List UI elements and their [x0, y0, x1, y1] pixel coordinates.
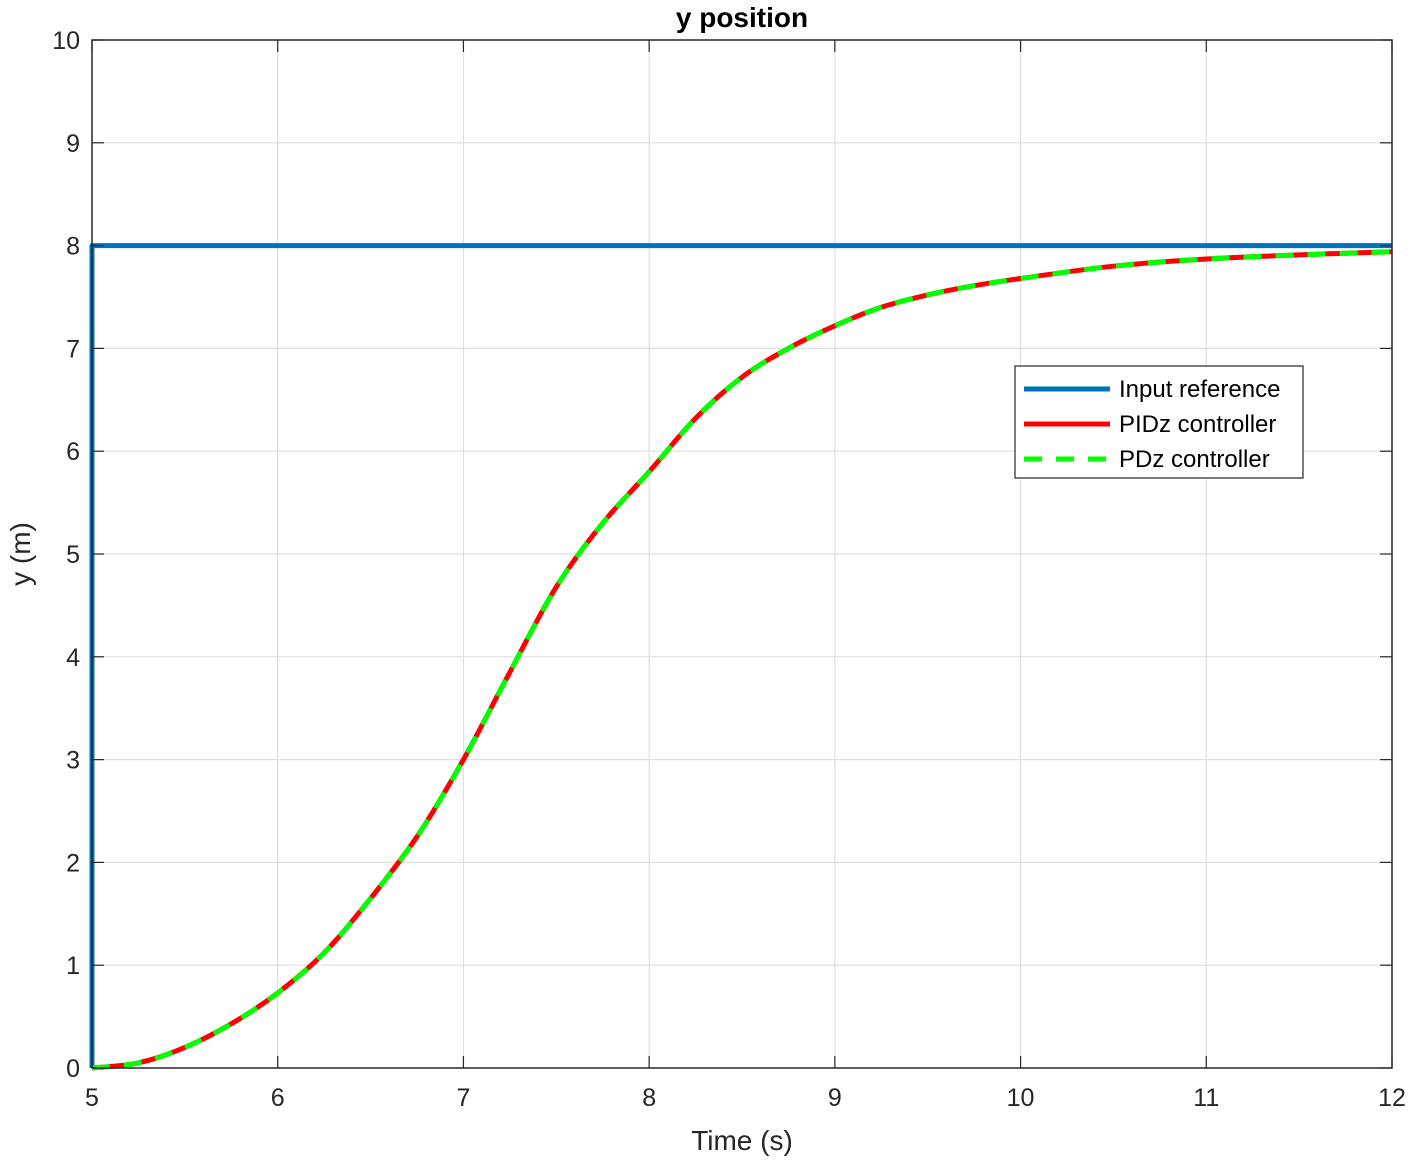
x-tick-label: 12: [1378, 1084, 1406, 1112]
y-axis-label: y (m): [5, 522, 36, 586]
legend: Input reference PIDz controller PDz contro…: [1014, 365, 1304, 479]
y-tick-label: 3: [66, 747, 80, 775]
y-tick-label: 1: [66, 952, 80, 980]
y-tick-label: 6: [66, 438, 80, 466]
legend-label: PIDz controller: [1119, 411, 1276, 438]
x-tick-label: 5: [85, 1084, 99, 1112]
y-tick-label: 4: [66, 644, 80, 672]
y-tick-label: 10: [52, 27, 80, 55]
x-tick-label: 9: [828, 1084, 842, 1112]
x-tick-label: 8: [642, 1084, 656, 1112]
x-axis-label: Time (s): [691, 1125, 793, 1156]
ticks: [91, 39, 1393, 1069]
series-line-3: [91, 249, 1393, 1071]
y-tick-label: 9: [66, 130, 80, 158]
chart-title: y position: [676, 2, 808, 33]
y-tick-label: 7: [66, 335, 80, 363]
y-tick-label: 0: [66, 1055, 80, 1083]
y-tick-label: 2: [66, 849, 80, 877]
x-tick-label: 7: [456, 1084, 470, 1112]
x-tick-label: 11: [1193, 1084, 1219, 1112]
y-tick-label: 5: [66, 541, 80, 569]
legend-label: Input reference: [1119, 376, 1280, 403]
y-tick-label: 8: [66, 233, 80, 261]
x-tick-label: 10: [1007, 1084, 1035, 1112]
legend-label: PDz controller: [1119, 446, 1270, 473]
x-tick-label: 6: [271, 1084, 285, 1112]
